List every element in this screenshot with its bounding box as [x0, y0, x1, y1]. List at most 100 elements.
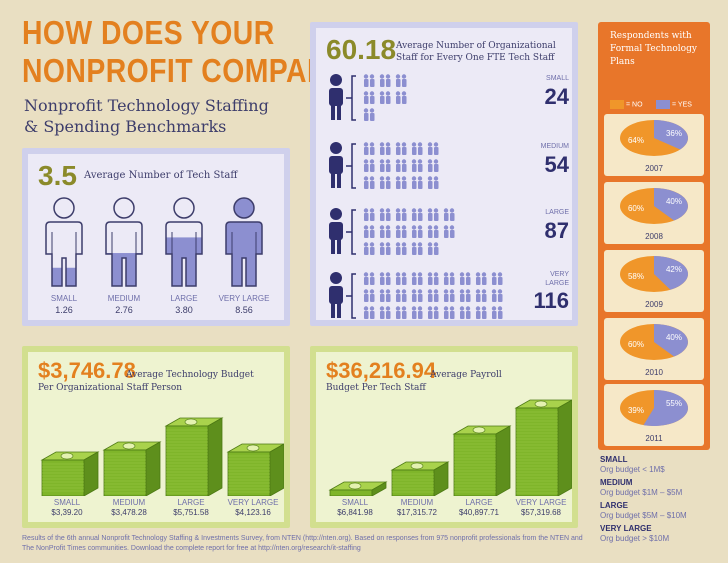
plan-year-label: 2009 — [645, 300, 663, 309]
ratio-row: LARGE 87 — [326, 204, 571, 262]
staff-figure-1 — [105, 197, 143, 287]
budget-size-label: VERY LARGE — [227, 498, 279, 507]
subtitle-line-1: Nonprofit Technology Staffing — [24, 96, 269, 115]
budget-value-label: $17,315.72 — [396, 508, 438, 517]
staff-value-label: 2.76 — [115, 305, 133, 315]
payroll-label-2: Budget Per Tech Staff — [326, 383, 426, 393]
ratio-number: 87 — [544, 218, 569, 243]
size-key-value: Org budget < 1M$ — [600, 465, 665, 474]
staff-figure-2 — [165, 197, 203, 287]
money-stack — [226, 443, 284, 496]
size-key-value: Org budget > $10M — [600, 534, 670, 543]
ratio-row: MEDIUM 54 — [326, 138, 571, 196]
size-key-value: Org budget $1M – $5M — [600, 488, 683, 497]
staff-value-label: 1.26 — [55, 305, 73, 315]
plans-header: Respondents with Formal Technology Plans — [610, 31, 697, 67]
size-key-label: SMALL — [600, 455, 628, 464]
budget-value-label: $3,39.20 — [51, 508, 83, 517]
budget-value-label: $6,841.98 — [337, 508, 373, 517]
tech-budget-panel: $3,746.78 Average Technology Budget Per … — [22, 346, 290, 528]
plan-yes-pct: 40% — [666, 197, 682, 206]
plan-pie: 58% 42% — [620, 256, 688, 292]
tech-staff-panel: 3.5 Average Number of Tech Staff SMALL 1.… — [22, 148, 290, 326]
plan-yes-pct: 55% — [666, 399, 682, 408]
tech-budget-value: $3,746.78 — [38, 358, 136, 383]
ratio-label: Average Number of Organizational Staff f… — [396, 41, 556, 63]
ratio-size-label: VERY LARGE — [545, 271, 569, 287]
ratio-row-icons — [329, 74, 407, 121]
legend-yes-label: = YES — [672, 101, 692, 109]
money-stack — [452, 425, 512, 496]
staff-size-label: VERY LARGE — [218, 294, 270, 303]
ratio-number: 54 — [544, 152, 569, 177]
budget-value-label: $5,751.58 — [173, 508, 209, 517]
ratio-row: VERY LARGE 116 — [326, 268, 571, 326]
plan-pie: 60% 40% — [620, 188, 688, 224]
plan-year-label: 2011 — [645, 434, 663, 443]
tech-staff-value: 3.5 — [38, 160, 77, 191]
budget-size-label: SMALL — [53, 498, 81, 507]
ratio-row: SMALL 24 — [326, 70, 571, 128]
staff-value-label: 8.56 — [235, 305, 253, 315]
payroll-panel: $36,216.94 Average Payroll Budget Per Te… — [310, 346, 578, 528]
title-line-1: HOW DOES YOUR — [22, 14, 275, 51]
plan-year-label: 2008 — [645, 232, 663, 241]
payroll-value: $36,216.94 — [326, 358, 437, 383]
legend-yes: = YES — [656, 100, 692, 109]
money-stack — [390, 461, 450, 496]
plan-year-box: 64% 36% 2007 — [604, 114, 704, 176]
size-key-value: Org budget $5M – $10M — [600, 511, 687, 520]
plan-year-box: 39% 55% 2011 — [604, 384, 704, 446]
legend-no: = NO — [610, 100, 643, 109]
plan-year-box: 60% 40% 2008 — [604, 182, 704, 244]
tech-plans-panel: Respondents with Formal Technology Plans… — [598, 22, 710, 450]
legend-no-swatch — [610, 100, 624, 109]
budget-size-label: LARGE — [465, 498, 493, 507]
budget-value-label: $40,897.71 — [458, 508, 500, 517]
staff-figure-0 — [45, 197, 83, 287]
ratio-size-label: MEDIUM — [540, 143, 569, 150]
budget-value-label: $57,319.68 — [520, 508, 562, 517]
tech-budget-label-1: Average Technology Budget — [126, 370, 254, 380]
money-stack — [102, 441, 162, 496]
title-block: HOW DOES YOUR NONPROFIT COMPARE? — [22, 14, 366, 90]
legend-no-label: = NO — [626, 101, 643, 109]
ratio-number: 116 — [533, 288, 570, 313]
size-key-label: MEDIUM — [600, 478, 633, 487]
footer-note: Results of the 6th annual Nonprofit Tech… — [22, 535, 583, 552]
staff-ratio-panel: 60.18 Average Number of Organizational S… — [310, 22, 578, 326]
plan-year-label: 2010 — [645, 368, 663, 377]
staff-figure-3 — [225, 197, 263, 287]
subtitle-line-2: & Spending Benchmarks — [24, 117, 227, 136]
size-key: SMALL Org budget < 1M$ MEDIUM Org budget $1… — [600, 455, 725, 547]
ratio-size-label: LARGE — [545, 209, 569, 216]
plan-no-pct: 60% — [628, 340, 644, 349]
plan-year-label: 2007 — [645, 164, 663, 173]
subtitle: Nonprofit Technology Staffing & Spending… — [24, 95, 269, 137]
money-stack — [328, 481, 388, 496]
size-key-label: VERY LARGE — [600, 524, 652, 533]
plan-pie: 64% 36% — [620, 120, 688, 156]
ratio-row-icons — [329, 142, 439, 189]
plan-no-pct: 39% — [628, 406, 644, 415]
money-stack — [40, 451, 100, 496]
title-line-2: NONPROFIT COMPARE? — [22, 52, 366, 89]
ratio-value: 60.18 — [326, 34, 397, 65]
money-stack — [514, 399, 572, 496]
plan-year-box: 60% 40% 2010 — [604, 318, 704, 380]
plan-pie: 39% 55% — [620, 390, 688, 426]
staff-value-label: 3.80 — [175, 305, 193, 315]
budget-size-label: MEDIUM — [112, 498, 146, 507]
ratio-row-icons — [329, 272, 503, 319]
plan-no-pct: 64% — [628, 136, 644, 145]
budget-size-label: SMALL — [341, 498, 369, 507]
budget-size-label: LARGE — [177, 498, 205, 507]
plan-no-pct: 60% — [628, 204, 644, 213]
staff-size-label: SMALL — [50, 294, 78, 303]
tech-budget-label-2: Per Organizational Staff Person — [38, 383, 183, 393]
plan-no-pct: 58% — [628, 272, 644, 281]
budget-size-label: VERY LARGE — [515, 498, 567, 507]
plan-yes-pct: 36% — [666, 129, 682, 138]
legend-yes-swatch — [656, 100, 670, 109]
plan-yes-pct: 42% — [666, 265, 682, 274]
